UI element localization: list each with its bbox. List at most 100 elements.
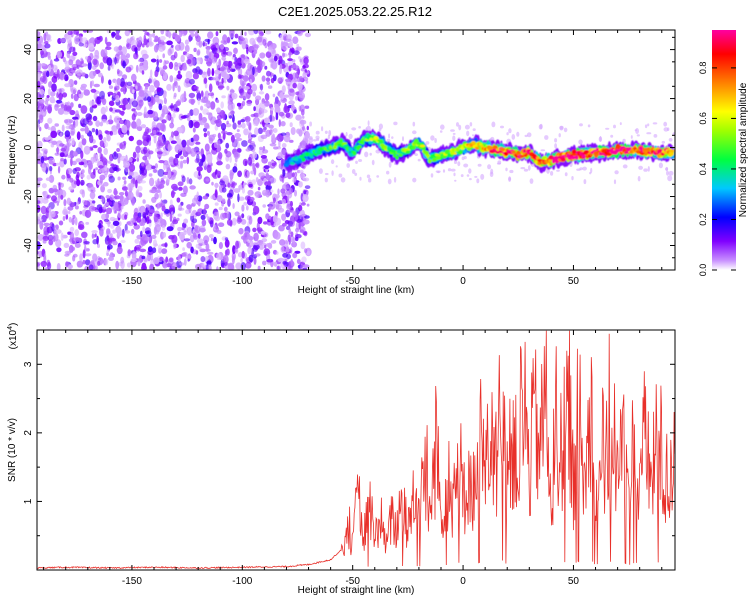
noise-blob (131, 113, 136, 121)
noise-blob (105, 46, 112, 51)
faint-blob (480, 173, 485, 180)
noise-blob (115, 32, 120, 37)
noise-blob (232, 122, 237, 130)
ridge-cell (574, 155, 579, 160)
noise-blob (216, 107, 221, 113)
noise-blob (174, 34, 181, 42)
faint-blob (590, 167, 593, 174)
noise-blob (206, 164, 212, 173)
ridge-cell (646, 147, 651, 152)
noise-blob (206, 48, 210, 56)
noise-blob (275, 251, 279, 255)
noise-blob (147, 41, 154, 47)
x-tick-label: -150 (122, 576, 142, 587)
y-tick-label: 3 (23, 361, 34, 367)
noise-blob (301, 256, 307, 263)
noise-blob (295, 91, 300, 96)
faint-blob (647, 166, 650, 172)
noise-blob (114, 56, 117, 65)
x-tick-label: -100 (232, 576, 252, 587)
noise-blob (63, 242, 70, 249)
noise-blob (120, 198, 124, 207)
noise-blob (173, 92, 177, 98)
noise-blob (98, 134, 103, 141)
faint-blob (340, 177, 346, 183)
noise-blob (165, 256, 169, 263)
noise-blob (91, 233, 95, 239)
noise-blob (117, 51, 123, 55)
noise-blob (296, 46, 302, 51)
noise-blob (87, 30, 93, 33)
noise-blob (72, 214, 76, 219)
noise-blob (125, 66, 132, 73)
faint-blob (328, 130, 332, 136)
noise-blob (150, 58, 157, 63)
y-tick-label: 2 (23, 430, 34, 436)
noise-blob (67, 264, 73, 269)
noise-blob (198, 170, 201, 176)
noise-blob (139, 248, 147, 253)
ridge-cell (497, 150, 504, 154)
faint-blob (450, 168, 456, 172)
faint-blob (430, 135, 435, 141)
faint-blob (613, 179, 617, 185)
noise-blob (150, 189, 157, 194)
noise-blob (206, 57, 213, 67)
ridge-cell (499, 147, 506, 152)
noise-blob (118, 104, 125, 109)
noise-blob (288, 100, 295, 105)
noise-blob (39, 85, 45, 90)
noise-blob (216, 99, 220, 104)
noise-blob (112, 152, 119, 160)
noise-blob (172, 219, 179, 225)
noise-blob (76, 69, 83, 76)
noise-blob (81, 169, 85, 174)
faint-blob (489, 138, 493, 141)
noise-blob (280, 121, 286, 127)
noise-blob (142, 226, 146, 233)
ridge-cell (310, 153, 314, 156)
faint-blob (644, 124, 648, 129)
noise-blob (231, 181, 236, 189)
faint-blob (511, 134, 516, 140)
noise-blob (299, 76, 303, 82)
noise-blob (226, 192, 233, 198)
noise-blob (227, 93, 231, 103)
noise-blob (208, 83, 213, 93)
noise-blob (70, 102, 74, 108)
noise-blob (58, 92, 63, 101)
noise-blob (223, 206, 228, 212)
noise-blob (280, 188, 286, 194)
noise-blob (193, 194, 199, 202)
faint-blob (540, 149, 546, 152)
faint-blob (666, 170, 669, 176)
x-tick-label: -100 (232, 276, 252, 287)
noise-blob (216, 170, 221, 176)
noise-blob (284, 103, 287, 112)
noise-blob (183, 238, 191, 242)
noise-blob (100, 49, 106, 58)
noise-blob (199, 120, 206, 126)
noise-blob (214, 119, 220, 124)
noise-blob (141, 262, 147, 270)
noise-blob (286, 209, 293, 213)
noise-blob (150, 95, 154, 104)
noise-blob (197, 98, 201, 106)
noise-blob (126, 262, 132, 268)
noise-blob (247, 156, 253, 166)
faint-blob (468, 168, 472, 174)
noise-blob (161, 119, 167, 124)
noise-blob (143, 257, 148, 263)
noise-blob (211, 56, 218, 64)
noise-blob (168, 156, 175, 163)
noise-blob (126, 38, 131, 43)
colorbar-tick-label: 0.6 (698, 112, 708, 125)
noise-blob (45, 177, 51, 181)
noise-blob (286, 170, 293, 180)
noise-blob (122, 60, 126, 69)
noise-blob (304, 105, 310, 109)
noise-blob (222, 254, 229, 264)
noise-blob (265, 184, 273, 190)
noise-blob (187, 112, 191, 117)
noise-blob (232, 166, 238, 173)
